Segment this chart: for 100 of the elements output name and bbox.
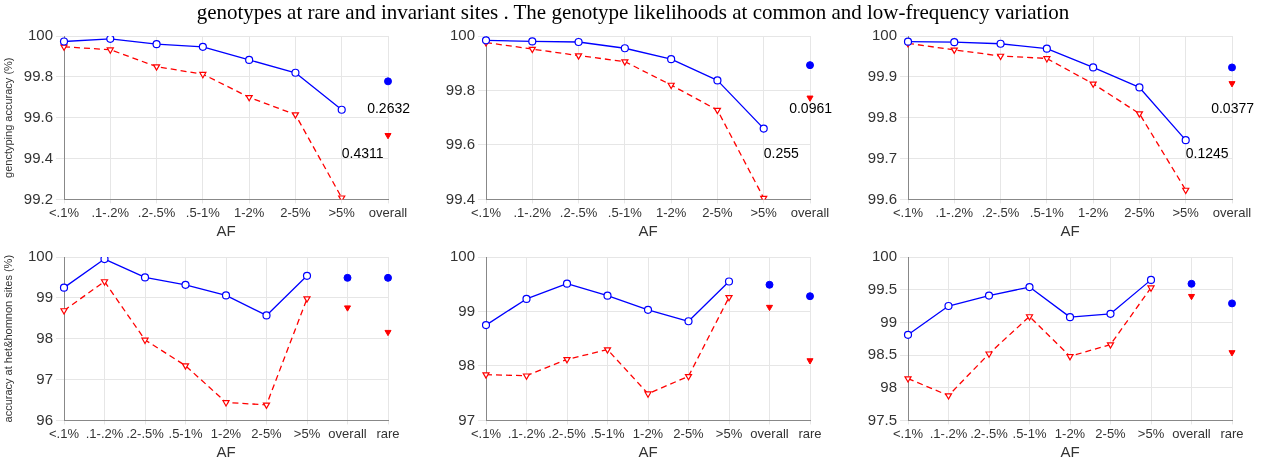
y-tick-label: 98 bbox=[36, 328, 53, 346]
x-tick-label: .2-.5% bbox=[548, 425, 587, 441]
point bbox=[262, 402, 271, 409]
point bbox=[245, 94, 253, 102]
x-tick-label: 2-5% bbox=[280, 204, 312, 220]
x-tick-label: overall bbox=[328, 425, 367, 441]
point bbox=[644, 391, 652, 398]
point bbox=[1182, 187, 1190, 195]
point bbox=[1025, 314, 1034, 321]
x-tick-label: >5% bbox=[328, 204, 356, 220]
point bbox=[100, 279, 109, 286]
text: genotypes at rare and invariant sites . The genotype likelihoods at common and low-frequency variation bbox=[195, 0, 1071, 24]
annotation: 0.0961 bbox=[789, 100, 833, 117]
x-tick-label: 1-2% bbox=[1054, 425, 1086, 441]
point bbox=[667, 55, 676, 64]
y-tick-label: 99.7 bbox=[867, 148, 897, 166]
x-axis-title: AF bbox=[216, 443, 236, 461]
y-axis-title: accuracy at het&homnon sites (%) bbox=[1, 254, 14, 423]
point bbox=[245, 55, 254, 64]
point bbox=[222, 400, 230, 407]
point bbox=[522, 294, 531, 304]
x-tick-label: .5-1% bbox=[185, 204, 221, 220]
point bbox=[620, 44, 629, 53]
point bbox=[713, 76, 722, 85]
x-tick-label: >5% bbox=[1137, 425, 1165, 441]
point bbox=[528, 37, 537, 46]
x-tick-label: 2-5% bbox=[1095, 425, 1127, 441]
x-tick-label: >5% bbox=[1172, 204, 1200, 220]
point bbox=[141, 337, 149, 345]
y-tick-label: 99.2 bbox=[23, 189, 53, 207]
y-tick-label: 100 bbox=[27, 26, 53, 44]
point bbox=[59, 37, 69, 46]
x-tick-label: .1-.2% bbox=[85, 425, 124, 441]
point bbox=[574, 37, 583, 47]
point bbox=[106, 36, 115, 43]
x-tick-label: <.1% bbox=[471, 425, 502, 441]
y-tick-label: 99.8 bbox=[23, 66, 53, 84]
point bbox=[621, 59, 629, 66]
x-tick-label: rare bbox=[376, 425, 400, 441]
y-tick-label: 100 bbox=[871, 26, 897, 44]
point bbox=[522, 373, 531, 380]
x-tick-label: .1-.2% bbox=[935, 204, 974, 220]
point bbox=[528, 46, 536, 54]
annotation: 0.255 bbox=[763, 144, 799, 161]
y-tick-label: 99.8 bbox=[867, 107, 897, 125]
point bbox=[140, 273, 150, 282]
point bbox=[291, 68, 300, 77]
x-tick-label: .2-.5% bbox=[559, 204, 598, 220]
y-axis-title: genctyping accuracy (%) bbox=[1, 57, 14, 178]
point bbox=[996, 53, 1005, 61]
point bbox=[198, 42, 207, 51]
x-tick-label: overall bbox=[1172, 425, 1211, 441]
annotation: 0.0377 bbox=[1211, 100, 1255, 117]
x-tick-label: .5-1% bbox=[607, 204, 643, 220]
point bbox=[181, 363, 190, 370]
x-tick-label: .1-.2% bbox=[91, 204, 130, 220]
point bbox=[152, 40, 161, 49]
y-tick-label: 98.5 bbox=[867, 345, 897, 363]
point bbox=[903, 37, 913, 46]
x-tick-label: 1-2% bbox=[632, 425, 664, 441]
point bbox=[1089, 63, 1098, 72]
annotation: 0.4311 bbox=[341, 144, 384, 161]
point bbox=[713, 107, 722, 115]
point bbox=[984, 291, 994, 300]
y-tick-label: 99.6 bbox=[445, 135, 475, 153]
point bbox=[100, 257, 109, 264]
x-tick-label: rare bbox=[798, 425, 822, 441]
y-tick-label: 100 bbox=[871, 247, 897, 265]
y-tick-label: 99.6 bbox=[867, 189, 897, 207]
point bbox=[1135, 83, 1144, 92]
point bbox=[302, 271, 312, 280]
point bbox=[759, 124, 768, 133]
x-tick-label: .2-.5% bbox=[137, 204, 176, 220]
y-tick-label: 99.6 bbox=[23, 107, 53, 125]
x-tick-label: overall bbox=[790, 204, 830, 220]
x-tick-label: >5% bbox=[715, 425, 743, 441]
x-tick-label: .2-.5% bbox=[126, 425, 165, 441]
point bbox=[603, 291, 612, 300]
x-tick-label: .1-.2% bbox=[513, 204, 552, 220]
point bbox=[563, 357, 571, 364]
point bbox=[562, 279, 572, 288]
x-axis-title: AF bbox=[638, 443, 658, 461]
x-tick-label: <.1% bbox=[893, 204, 924, 220]
annotation: 0.1245 bbox=[1185, 144, 1229, 161]
x-tick-label: .2-.5% bbox=[970, 425, 1009, 441]
x-tick-label: overall bbox=[750, 425, 789, 441]
point bbox=[684, 317, 693, 326]
x-tick-label: 2-5% bbox=[673, 425, 705, 441]
point bbox=[1146, 275, 1156, 284]
x-tick-label: overall bbox=[1212, 204, 1252, 220]
x-axis-title: AF bbox=[1060, 443, 1080, 461]
point bbox=[1181, 136, 1190, 145]
point bbox=[950, 47, 958, 54]
y-tick-label: 99.8 bbox=[445, 80, 475, 98]
point bbox=[950, 38, 959, 47]
x-tick-label: <.1% bbox=[49, 204, 80, 220]
point bbox=[725, 294, 733, 302]
x-axis-title: AF bbox=[216, 222, 236, 240]
point bbox=[181, 280, 190, 289]
point bbox=[1042, 44, 1051, 53]
